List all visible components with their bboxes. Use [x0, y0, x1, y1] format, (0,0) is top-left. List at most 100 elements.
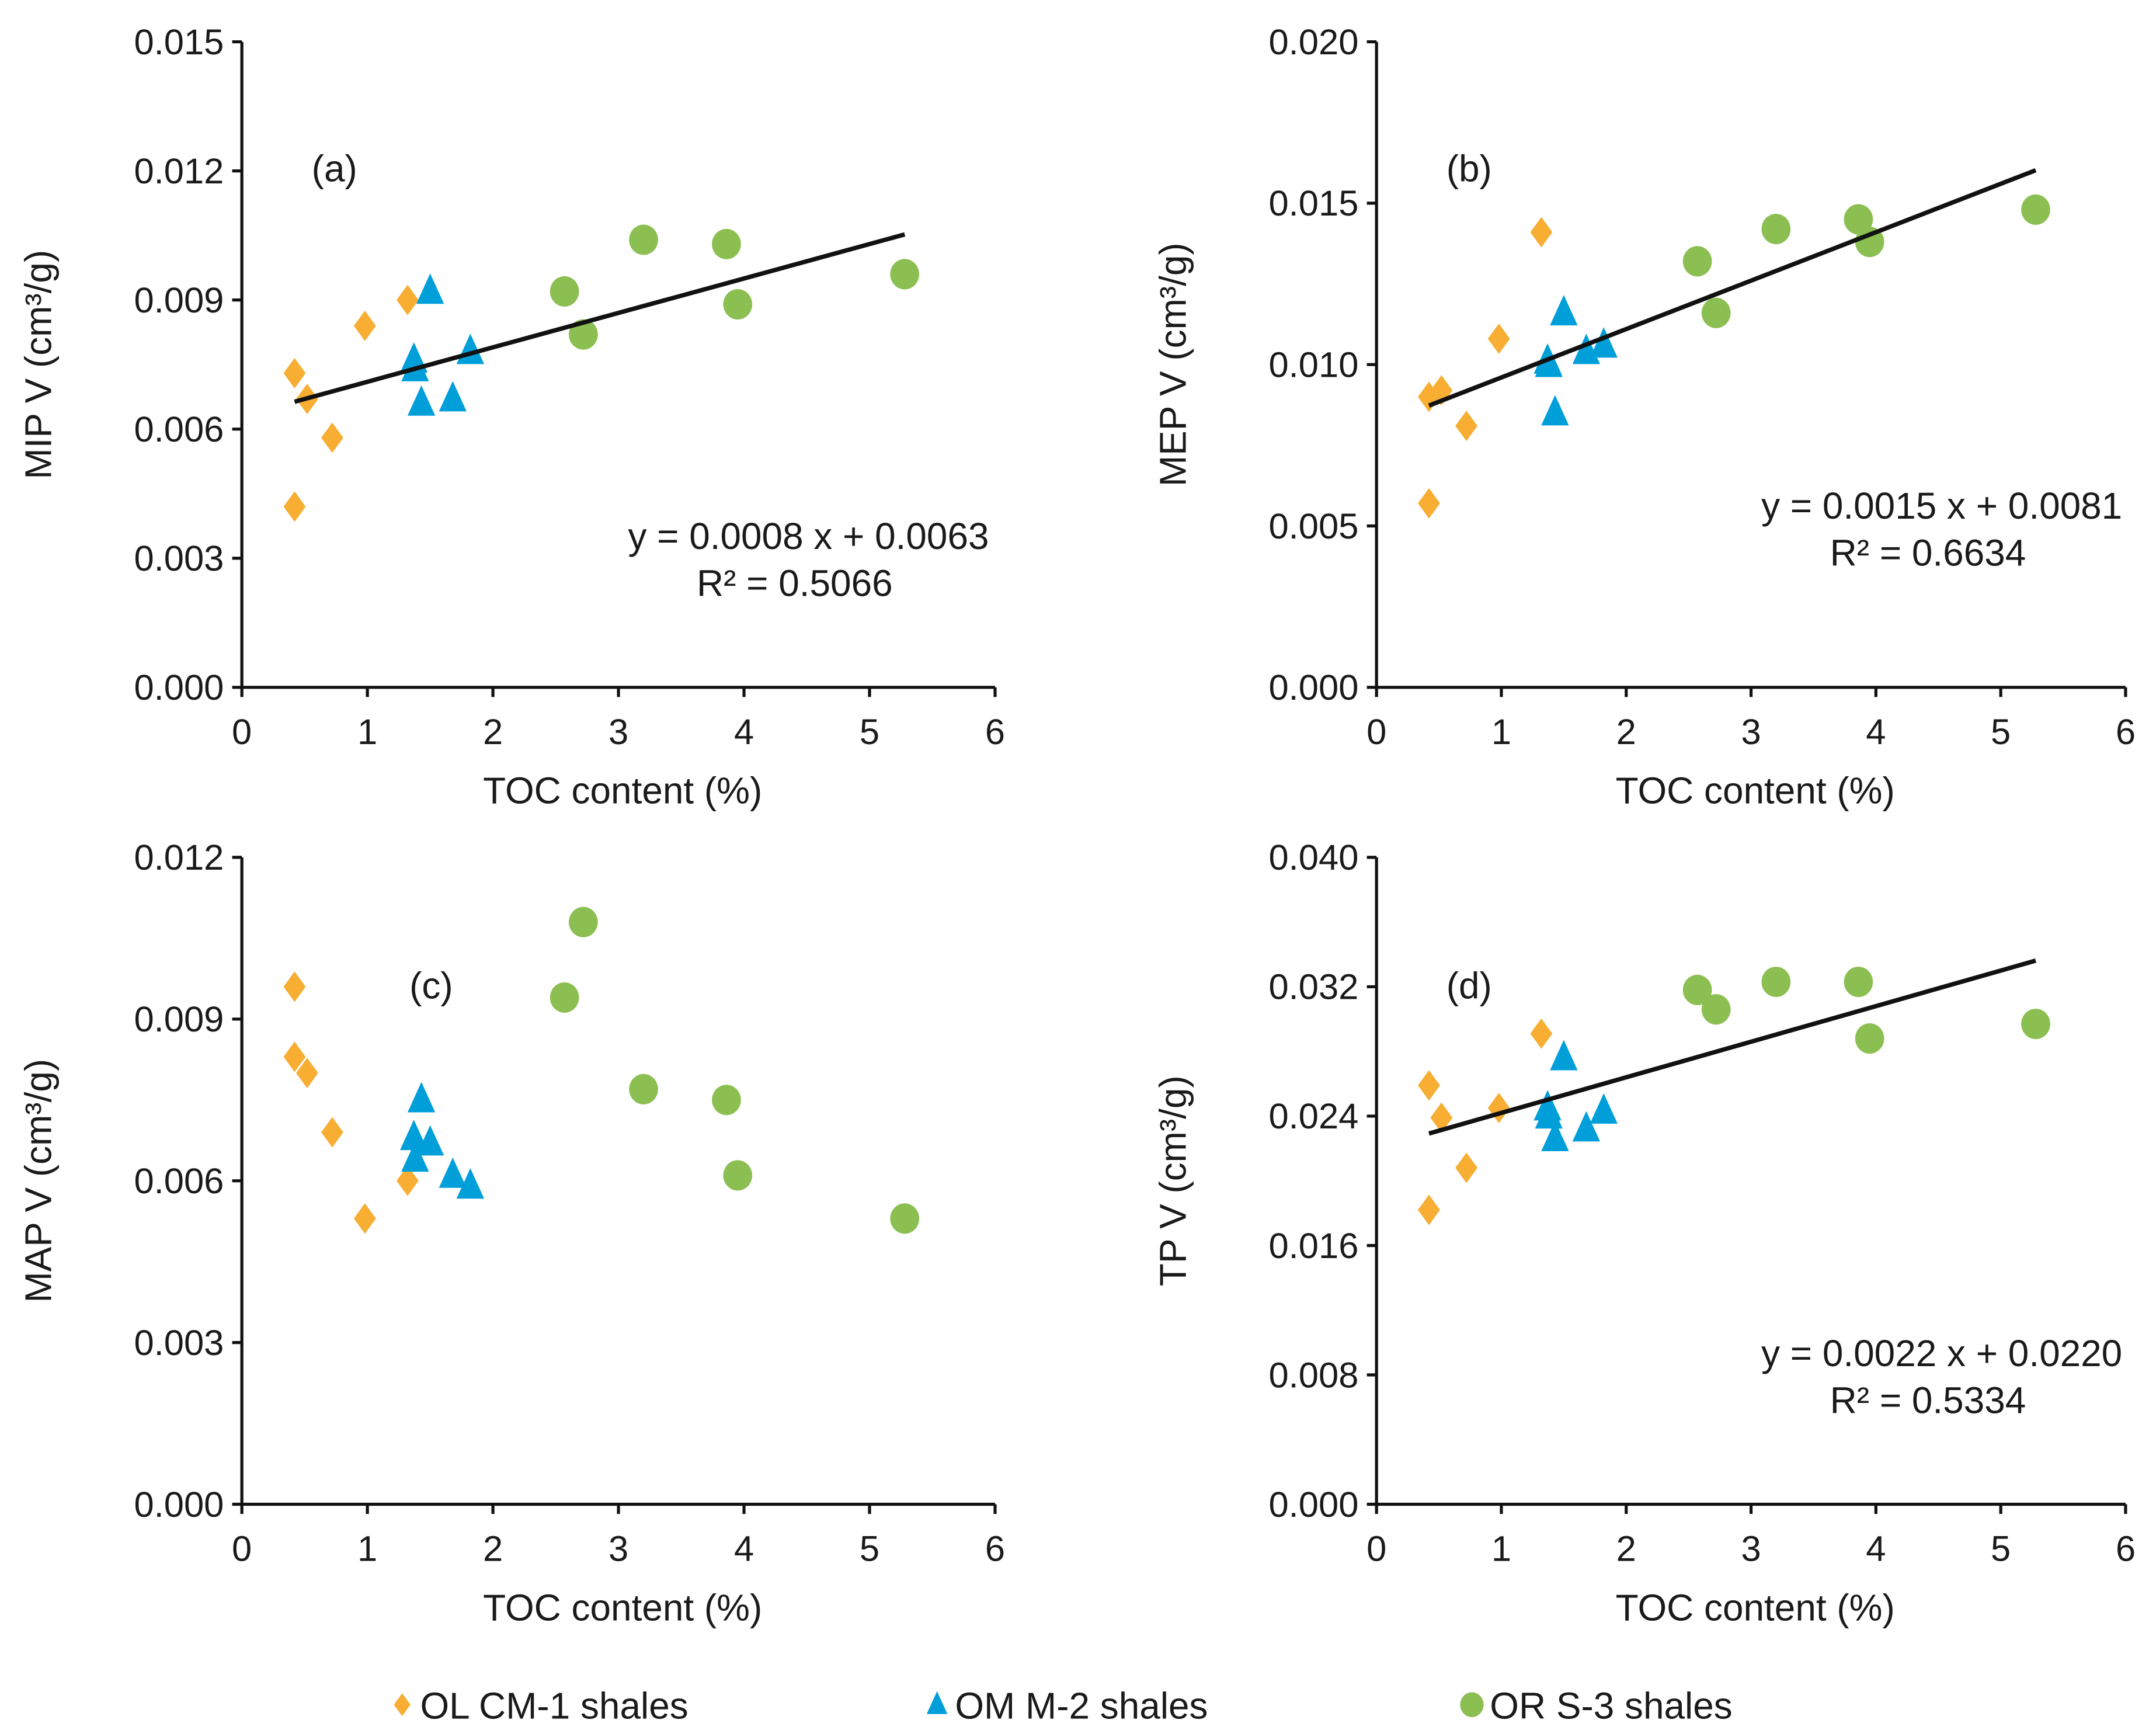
- data-point-OM: [1550, 1040, 1578, 1071]
- x-tick-label: 2: [1616, 1529, 1636, 1569]
- data-point-OR: [629, 1074, 658, 1104]
- trendline: [294, 232, 906, 404]
- y-tick-label: 0.006: [134, 409, 224, 450]
- x-tick-label: 6: [2116, 712, 2136, 752]
- x-tick-label: 2: [483, 712, 503, 752]
- data-point-OR: [1701, 994, 1731, 1025]
- data-point-OL: [1487, 323, 1510, 355]
- panel-b: 0.000 0.005 0.010 0.015 0.020 0 1 2 3 4 5 6 TOC cont…: [1152, 22, 2136, 812]
- y-tick-label: 0.006: [134, 1161, 224, 1201]
- y-tick-label: 0.000: [1268, 668, 1358, 708]
- panel-a: 0.000 0.003 0.006 0.009 0.012 0.015 0 1 2 3 4 5 6 TOC…: [18, 22, 1006, 812]
- trend-r2: R² = 0.6634: [1830, 532, 2026, 574]
- data-point-OL: [283, 1041, 306, 1072]
- trend-r2: R² = 0.5334: [1830, 1379, 2026, 1421]
- data-point-OR: [550, 276, 579, 307]
- data-point-OM: [1550, 294, 1578, 326]
- data-point-OR: [1761, 967, 1791, 998]
- x-axis-label: TOC content (%): [483, 1586, 762, 1628]
- data-point-OM: [439, 381, 467, 412]
- y-tick-label: 0.015: [134, 22, 224, 62]
- data-point-OR: [1855, 227, 1884, 258]
- data-point-OR: [890, 259, 920, 290]
- data-point-OM: [1590, 327, 1618, 358]
- y-tick-label: 0.005: [1268, 506, 1358, 547]
- x-tick-label: 5: [1991, 1529, 2011, 1569]
- y-tick-label: 0.012: [134, 151, 224, 192]
- x-axis-label: TOC content (%): [483, 770, 762, 812]
- x-tick-label: 0: [1366, 712, 1386, 752]
- data-point-OL: [1530, 217, 1553, 248]
- legend: OL CM-1 shales OM M-2 shales OR S-3 shales: [394, 1684, 1733, 1723]
- legend-item-OR: OR S-3 shales: [1460, 1684, 1733, 1723]
- y-tick-label: 0.032: [1268, 967, 1358, 1008]
- series-OR: [550, 906, 920, 1234]
- data-point-OR: [2021, 194, 2050, 225]
- data-point-OM: [416, 1125, 444, 1156]
- y-axis-label: MAP V (cm³/g): [18, 1059, 60, 1303]
- y-tick-label: 0.024: [1268, 1096, 1358, 1137]
- data-point-OR: [550, 982, 579, 1013]
- data-point-OM: [1535, 1098, 1563, 1129]
- data-point-OL: [1455, 411, 1478, 442]
- data-point-OL: [1418, 1070, 1440, 1101]
- data-point-OM: [401, 1141, 429, 1172]
- panel-d: 0.000 0.008 0.016 0.024 0.032 0.040 0 1 2 3 4 5 6 TOC…: [1152, 838, 2136, 1628]
- x-tick-label: 2: [1616, 712, 1636, 752]
- data-point-OL: [396, 284, 419, 315]
- series-OR: [1682, 967, 2050, 1054]
- data-point-OL: [283, 357, 306, 388]
- data-point-OR: [569, 906, 598, 937]
- data-point-OR: [723, 289, 753, 320]
- y-tick-label: 0.008: [1268, 1355, 1358, 1395]
- data-point-OL: [321, 422, 343, 453]
- data-point-OR: [1844, 967, 1873, 998]
- series-OM: [400, 1082, 485, 1199]
- series-OR: [550, 224, 920, 350]
- data-point-OM: [1541, 395, 1569, 426]
- data-point-OL: [396, 1165, 419, 1196]
- legend-item-OL: OL CM-1 shales: [394, 1684, 688, 1723]
- x-tick-label: 6: [985, 1529, 1005, 1569]
- x-tick-label: 3: [608, 1529, 628, 1569]
- data-point-OM: [1541, 1120, 1569, 1152]
- data-point-OR: [629, 224, 658, 255]
- legend-diamond-icon: [394, 1693, 411, 1717]
- y-tick-label: 0.040: [1268, 838, 1358, 878]
- x-tick-label: 4: [1866, 712, 1886, 752]
- trendline: [1428, 958, 2037, 1136]
- x-tick-label: 2: [483, 1529, 503, 1569]
- x-tick-label: 5: [1991, 712, 2011, 752]
- data-point-OM: [401, 350, 429, 381]
- data-point-OR: [1844, 204, 1873, 235]
- data-point-OM: [1590, 1093, 1618, 1124]
- data-point-OL: [1418, 1194, 1440, 1225]
- x-tick-label: 3: [1741, 1529, 1761, 1569]
- legend-circle-icon: [1460, 1692, 1484, 1717]
- x-tick-label: 4: [1866, 1529, 1886, 1569]
- data-point-OR: [890, 1203, 920, 1234]
- y-tick-label: 0.000: [134, 668, 224, 708]
- data-point-OR: [1761, 214, 1791, 245]
- y-tick-label: 0.009: [134, 999, 224, 1040]
- y-tick-label: 0.020: [1268, 22, 1358, 62]
- data-point-OR: [723, 1160, 753, 1191]
- panel-label: (d): [1446, 964, 1492, 1006]
- trend-equation: y = 0.0015 x + 0.0081: [1761, 485, 2122, 527]
- series-OM: [1533, 1040, 1618, 1152]
- data-point-OL: [1530, 1018, 1553, 1049]
- y-tick-label: 0.003: [134, 539, 224, 579]
- y-tick-label: 0.015: [1268, 183, 1358, 224]
- series-OL: [1418, 1018, 1553, 1225]
- series-OR: [1682, 194, 2050, 328]
- x-tick-label: 1: [357, 1529, 377, 1569]
- trend-equation: y = 0.0022 x + 0.0220: [1761, 1332, 2122, 1374]
- x-tick-label: 1: [1491, 712, 1511, 752]
- x-tick-label: 0: [232, 1529, 252, 1569]
- data-point-OL: [1418, 488, 1440, 519]
- data-point-OM: [456, 1168, 485, 1199]
- y-axis-label: MIP V (cm³/g): [18, 250, 60, 480]
- data-point-OM: [400, 1120, 428, 1151]
- data-point-OL: [353, 1203, 376, 1234]
